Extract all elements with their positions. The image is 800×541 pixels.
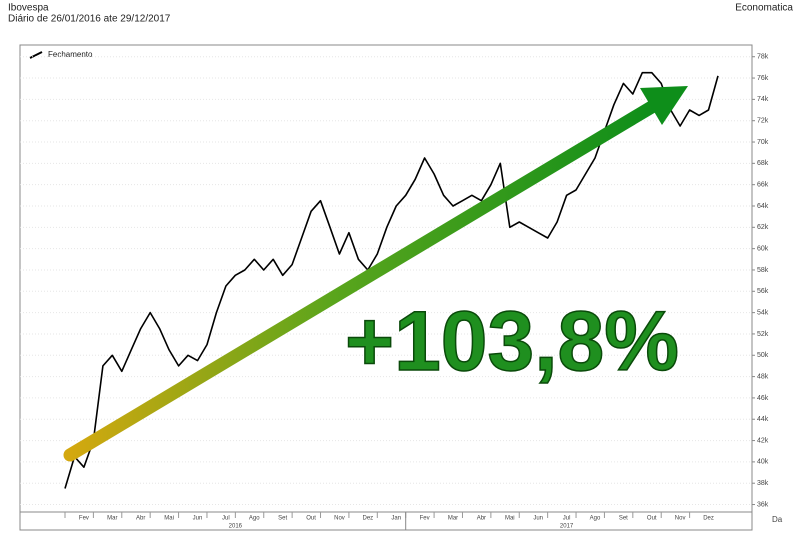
legend-label: Fechamento [48,50,93,59]
x-tick-label: Nov [334,516,345,522]
x-tick-label: Fev [79,516,89,522]
x-tick-label: Dez [703,516,714,522]
x-tick-label: Jun [193,516,203,522]
x-tick-label: Jul [222,516,230,522]
y-tick-label: 74k [757,96,769,103]
x-tick-label: Ago [249,516,260,522]
arrow-head [640,86,688,125]
y-tick-label: 38k [757,480,769,487]
y-tick-label: 70k [757,139,769,146]
x-tick-label: Nov [675,516,686,522]
arrow-shaft [63,98,662,462]
y-tick-label: 44k [757,416,769,423]
x-tick-label: Out [647,516,657,522]
annotation: +103,8% [345,294,679,388]
x-tick-label: Jul [563,516,571,522]
x-tick-label: Fev [420,516,430,522]
x-tick-label: Set [278,516,287,522]
x-tick-label: Mai [164,516,174,522]
y-tick-label: 64k [757,203,769,210]
y-tick-label: 48k [757,373,769,380]
y-tick-label: 50k [757,352,769,359]
x-tick-label: Mai [505,516,515,522]
x-tick-label: Abr [477,516,486,522]
x-tick-label: Ago [590,516,601,522]
year-label: 2016 [229,524,243,530]
y-tick-label: 54k [757,309,769,316]
y-tick-label: 78k [757,54,769,61]
x-axis-strip [19,511,753,531]
x-tick-label: Jan [391,516,401,522]
x-tick-label: Dez [363,516,374,522]
y-tick-label: 72k [757,118,769,125]
y-tick-label: 76k [757,75,769,82]
year-label: 2017 [560,524,574,530]
y-tick-label: 46k [757,395,769,402]
x-tick-label: Out [306,516,316,522]
y-tick-label: 66k [757,182,769,189]
x-tick-label: Abr [136,516,145,522]
y-tick-label: 56k [757,288,769,295]
y-tick-label: 36k [757,501,769,508]
x-tick-label: Set [619,516,628,522]
y-tick-label: 60k [757,245,769,252]
y-tick-label: 42k [757,437,769,444]
x-axis-label: Da [772,515,783,524]
y-tick-label: 58k [757,267,769,274]
x-tick-label: Mar [107,516,117,522]
y-tick-label: 68k [757,160,769,167]
y-tick-label: 52k [757,331,769,338]
trend-arrow [63,86,688,462]
y-tick-label: 40k [757,459,769,466]
chart-title: Ibovespa [8,3,49,14]
source: Economatica [735,3,793,14]
x-tick-label: Mar [448,516,458,522]
chart-subtitle: Diário de 26/01/2016 ate 29/12/2017 [8,14,171,25]
price-line [64,71,719,489]
x-tick-label: Jun [533,516,543,522]
y-tick-label: 62k [757,224,769,231]
